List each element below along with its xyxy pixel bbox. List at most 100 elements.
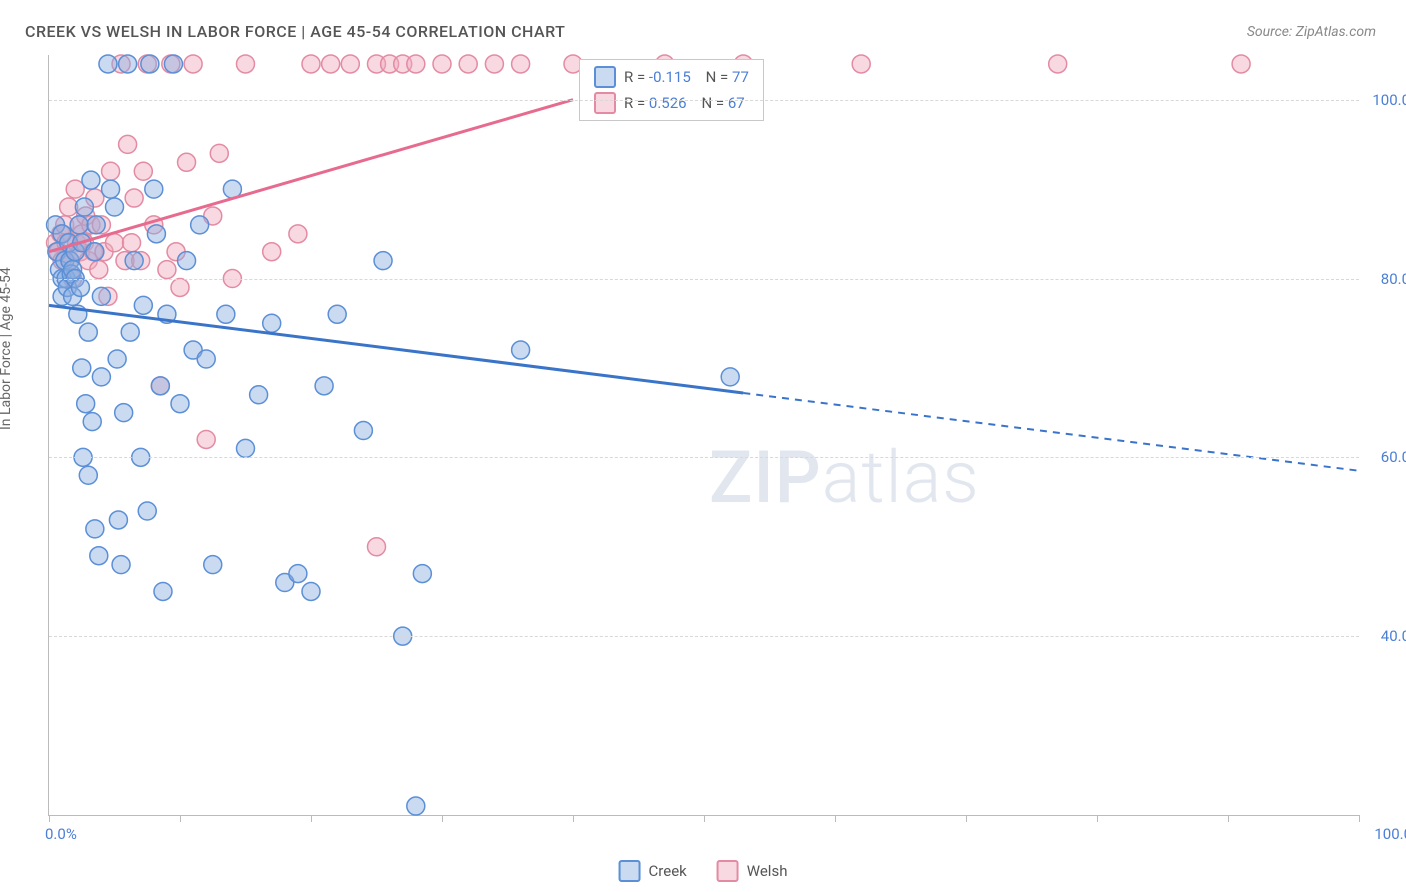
scatter-point bbox=[354, 422, 372, 440]
scatter-point bbox=[106, 234, 124, 252]
scatter-point bbox=[75, 198, 93, 216]
scatter-point bbox=[263, 314, 281, 332]
scatter-point bbox=[171, 395, 189, 413]
legend-bottom: Creek Welsh bbox=[619, 860, 788, 882]
scatter-point bbox=[102, 162, 120, 180]
scatter-point bbox=[1232, 55, 1250, 73]
x-axis-tickmark bbox=[442, 815, 443, 822]
legend-r-label: R = bbox=[624, 94, 649, 112]
scatter-point bbox=[108, 350, 126, 368]
scatter-point bbox=[289, 225, 307, 243]
legend-item-creek: Creek bbox=[619, 860, 687, 882]
scatter-point bbox=[151, 377, 169, 395]
scatter-point bbox=[289, 565, 307, 583]
legend-n-label: N = bbox=[706, 68, 732, 86]
x-axis-tickmark bbox=[835, 815, 836, 822]
legend-r-label: R = bbox=[624, 68, 649, 86]
scatter-point bbox=[119, 135, 137, 153]
chart-svg bbox=[49, 55, 1359, 815]
scatter-point bbox=[115, 404, 133, 422]
scatter-point bbox=[368, 538, 386, 556]
scatter-point bbox=[109, 511, 127, 529]
scatter-point bbox=[197, 350, 215, 368]
scatter-point bbox=[315, 377, 333, 395]
x-axis-tickmark bbox=[704, 815, 705, 822]
scatter-point bbox=[87, 216, 105, 234]
scatter-point bbox=[106, 198, 124, 216]
scatter-point bbox=[178, 252, 196, 270]
legend-swatch-creek bbox=[619, 860, 641, 882]
regression-line bbox=[49, 100, 573, 252]
scatter-point bbox=[328, 305, 346, 323]
chart-title: CREEK VS WELSH IN LABOR FORCE | AGE 45-5… bbox=[25, 22, 565, 41]
scatter-point bbox=[217, 305, 235, 323]
grid-line bbox=[49, 457, 1359, 458]
x-axis-tick-right: 100.0% bbox=[1374, 825, 1406, 843]
x-axis-tickmark bbox=[180, 815, 181, 822]
scatter-point bbox=[145, 180, 163, 198]
scatter-point bbox=[147, 225, 165, 243]
x-axis-tickmark bbox=[1097, 815, 1098, 822]
scatter-point bbox=[154, 582, 172, 600]
scatter-point bbox=[158, 261, 176, 279]
scatter-point bbox=[485, 55, 503, 73]
legend-label-welsh: Welsh bbox=[747, 862, 788, 880]
scatter-point bbox=[721, 368, 739, 386]
scatter-point bbox=[407, 55, 425, 73]
scatter-point bbox=[83, 413, 101, 431]
scatter-point bbox=[459, 55, 477, 73]
legend-n-value: 77 bbox=[732, 68, 749, 86]
scatter-point bbox=[123, 234, 141, 252]
legend-swatch-welsh bbox=[594, 92, 616, 114]
scatter-point bbox=[70, 216, 88, 234]
regression-line-dashed bbox=[743, 393, 1359, 471]
scatter-point bbox=[92, 368, 110, 386]
scatter-point bbox=[250, 386, 268, 404]
source-label: Source: ZipAtlas.com bbox=[1247, 24, 1376, 40]
grid-line bbox=[49, 279, 1359, 280]
scatter-point bbox=[112, 556, 130, 574]
scatter-point bbox=[141, 55, 159, 73]
x-axis-tickmark bbox=[1228, 815, 1229, 822]
scatter-point bbox=[82, 171, 100, 189]
scatter-point bbox=[125, 189, 143, 207]
scatter-point bbox=[90, 547, 108, 565]
scatter-point bbox=[191, 216, 209, 234]
scatter-point bbox=[341, 55, 359, 73]
scatter-point bbox=[322, 55, 340, 73]
scatter-point bbox=[86, 520, 104, 538]
grid-line bbox=[49, 100, 1359, 101]
scatter-point bbox=[90, 261, 108, 279]
x-axis-tickmark bbox=[966, 815, 967, 822]
chart-plot-area: R = -0.115 N = 77 R = 0.526 N = 67 ZIPat… bbox=[48, 55, 1359, 816]
scatter-point bbox=[99, 55, 117, 73]
y-axis-tick: 60.0% bbox=[1365, 448, 1406, 466]
scatter-point bbox=[512, 55, 530, 73]
y-axis-tick: 40.0% bbox=[1365, 627, 1406, 645]
scatter-point bbox=[852, 55, 870, 73]
legend-stats-welsh-text: R = 0.526 N = 67 bbox=[624, 94, 745, 112]
scatter-point bbox=[302, 582, 320, 600]
scatter-point bbox=[92, 287, 110, 305]
grid-line bbox=[49, 636, 1359, 637]
scatter-point bbox=[86, 243, 104, 261]
x-axis-tick-left: 0.0% bbox=[45, 825, 77, 843]
legend-stats-box: R = -0.115 N = 77 R = 0.526 N = 67 bbox=[579, 59, 764, 121]
scatter-point bbox=[125, 252, 143, 270]
scatter-point bbox=[79, 323, 97, 341]
scatter-point bbox=[77, 395, 95, 413]
x-axis-tickmark bbox=[1359, 815, 1360, 822]
legend-stats-creek: R = -0.115 N = 77 bbox=[580, 64, 763, 90]
scatter-point bbox=[73, 359, 91, 377]
scatter-point bbox=[164, 55, 182, 73]
x-axis-tickmark bbox=[311, 815, 312, 822]
y-axis-tick: 100.0% bbox=[1365, 91, 1406, 109]
scatter-point bbox=[79, 466, 97, 484]
scatter-point bbox=[374, 252, 392, 270]
legend-swatch-creek bbox=[594, 66, 616, 88]
legend-label-creek: Creek bbox=[649, 862, 687, 880]
scatter-point bbox=[102, 180, 120, 198]
scatter-point bbox=[171, 278, 189, 296]
scatter-point bbox=[178, 153, 196, 171]
scatter-point bbox=[121, 323, 139, 341]
